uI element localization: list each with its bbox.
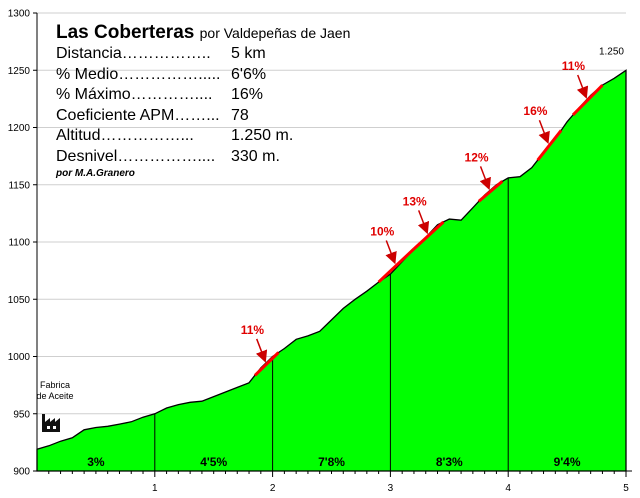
y-tick-label: 1200 bbox=[8, 123, 31, 134]
steep-section-arrow bbox=[385, 240, 397, 265]
stat-elevation-gain: Desnivel…………….... 330 m. bbox=[56, 147, 350, 168]
steep-section-label: 10% bbox=[370, 224, 394, 238]
x-tick-label: 1 bbox=[152, 483, 158, 494]
stat-value: 16% bbox=[231, 86, 264, 103]
steep-section-arrow bbox=[479, 166, 491, 191]
landmark-line-1: Fabrica bbox=[39, 380, 70, 390]
steep-section-line bbox=[412, 220, 445, 250]
x-tick-label: 3 bbox=[388, 483, 394, 494]
y-tick-label: 1250 bbox=[8, 66, 31, 77]
steep-section-label: 12% bbox=[465, 150, 489, 164]
segment-grade-label: 9'4% bbox=[554, 455, 581, 469]
route-subtitle: por Valdepeñas de Jaen bbox=[199, 25, 351, 41]
steep-section-line bbox=[536, 129, 563, 162]
landmark-label: Fabrica de Aceite bbox=[32, 380, 78, 402]
factory-shape bbox=[42, 414, 60, 432]
steep-section-line bbox=[571, 84, 604, 116]
y-tick-label: 1000 bbox=[8, 352, 31, 363]
route-title: Las Coberteras bbox=[56, 22, 195, 43]
stat-value: 78 bbox=[231, 106, 249, 124]
route-info-panel: Las Coberteras por Valdepeñas de Jaen Di… bbox=[56, 22, 350, 179]
steep-section-arrow bbox=[255, 338, 268, 363]
factory-icon bbox=[42, 414, 60, 432]
segment-grade-label: 3% bbox=[87, 455, 105, 469]
factory-window bbox=[53, 426, 56, 429]
steep-section-label: 16% bbox=[523, 104, 547, 118]
x-tick-label: 4 bbox=[505, 483, 511, 494]
y-tick-label: 1050 bbox=[8, 295, 31, 306]
stat-label: Desnivel…………….... bbox=[56, 147, 216, 165]
factory-window bbox=[47, 426, 50, 429]
stat-max-grade: % Máximo………….... 16% bbox=[56, 85, 350, 106]
y-tick-label: 950 bbox=[13, 409, 30, 420]
segment-grade-label: 4'5% bbox=[200, 455, 227, 469]
segment-dividers bbox=[154, 177, 509, 471]
steep-section-arrow bbox=[417, 210, 430, 235]
chart-labels: 3% 4'5% 7'8% 8'3% 9'4% 1.250 bbox=[87, 46, 624, 469]
stat-value: 5 km bbox=[231, 45, 266, 62]
steep-section-line bbox=[377, 247, 415, 284]
steep-section-label: 11% bbox=[562, 59, 586, 73]
summit-label: 1.250 bbox=[599, 46, 624, 57]
route-title-line: Las Coberteras por Valdepeñas de Jaen bbox=[56, 22, 350, 44]
steep-section-label: 11% bbox=[241, 323, 265, 337]
stat-distance: Distancia…………….. 5 km bbox=[56, 44, 350, 65]
y-tick-label: 1100 bbox=[8, 238, 30, 249]
steep-section-label: 13% bbox=[403, 194, 427, 208]
steep-sections: 11% 10% 13% 12% 16% 11% bbox=[241, 59, 604, 377]
author-credit: por M.A.Granero bbox=[56, 168, 135, 179]
steep-section-line bbox=[477, 180, 504, 203]
stat-value: 330 m. bbox=[231, 147, 280, 165]
stat-label: % Máximo………….... bbox=[56, 86, 213, 103]
stat-label: Distancia…………….. bbox=[56, 45, 211, 62]
stat-value: 6'6% bbox=[231, 65, 267, 83]
chart-axes: 900 950 1000 1050 1100 1150 1200 1250 1300 1 2 3 4 5 bbox=[8, 9, 632, 494]
stat-value: 1.250 m. bbox=[231, 127, 294, 144]
x-tick-label: 2 bbox=[270, 483, 276, 494]
stat-altitude: Altitud……………... 1.250 m. bbox=[56, 126, 350, 147]
segment-grade-label: 8'3% bbox=[436, 455, 463, 469]
x-tick-label: 5 bbox=[623, 483, 629, 494]
stat-apm-coefficient: Coeficiente APM……... 78 bbox=[56, 106, 350, 127]
y-tick-label: 1150 bbox=[8, 180, 30, 191]
stat-label: Altitud……………... bbox=[56, 127, 194, 144]
steep-section-line bbox=[253, 351, 280, 377]
steep-section-arrow bbox=[576, 74, 589, 99]
chart-gridlines bbox=[37, 12, 626, 415]
stat-label: Coeficiente APM……... bbox=[56, 106, 220, 124]
steep-section-arrow bbox=[538, 119, 550, 145]
landmark-line-2: de Aceite bbox=[36, 391, 74, 401]
segment-grade-label: 7'8% bbox=[318, 455, 345, 469]
y-tick-label: 900 bbox=[13, 467, 30, 478]
stat-label: % Medio……………..... bbox=[56, 65, 221, 83]
y-tick-label: 1300 bbox=[8, 9, 31, 20]
stat-average-grade: % Medio……………..... 6'6% bbox=[56, 65, 350, 86]
